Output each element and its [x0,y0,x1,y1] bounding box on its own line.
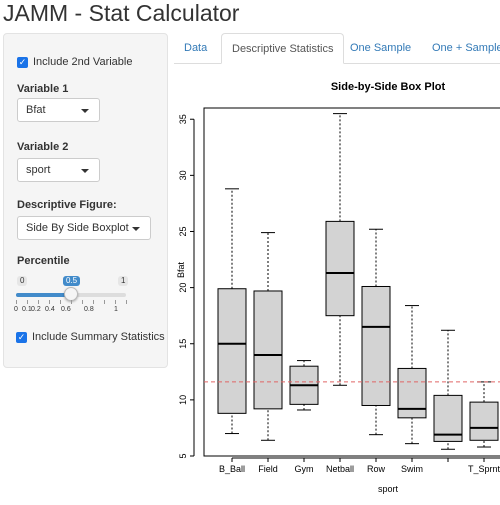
box [253,290,283,410]
percentile-slider-fill [16,293,71,297]
plot-frame [203,107,500,457]
chevron-down-icon [81,169,89,173]
sidebar-panel: ✓ Include 2nd Variable Variable 1 Bfat V… [3,33,168,368]
slider-tick [38,300,39,304]
slider-grid-label: 0.1 [22,306,32,313]
y-tick-label: 20 [178,283,188,293]
slider-tick [93,300,94,304]
slider-tick [27,300,28,304]
variable1-value: Bfat [26,104,46,116]
tab-bar: Data Descriptive Statistics One Sample O… [174,33,500,64]
variable2-label: Variable 2 [17,141,69,153]
tab-descriptive-statistics[interactable]: Descriptive Statistics [221,33,345,64]
figure-select[interactable]: Side By Side Boxplot [17,216,151,240]
include-second-variable-checkbox[interactable]: ✓ Include 2nd Variable [17,56,132,68]
slider-tick [71,300,72,304]
plot-area: 5 10 15 20 25 30 35 B_Ball Field Gym Netball Row Swi… [178,107,500,474]
chart-title: Side-by-Side Box Plot [331,81,446,93]
box [217,288,247,414]
slider-tick [115,300,116,304]
slider-tick [49,300,50,304]
box [361,285,391,406]
app-title: JAMM - Stat Calculator [3,0,240,26]
x-tick-label: Swim [401,464,423,474]
y-tick-label: 30 [178,170,188,180]
box [325,220,355,317]
slider-max-label: 1 [118,276,129,286]
slider-tick [104,300,105,304]
y-tick-label: 35 [178,114,188,124]
x-tick-label: Netball [326,464,354,474]
slider-ticks [16,300,127,305]
include-summary-label: Include Summary Statistics [32,331,165,343]
chevron-down-icon [81,109,89,113]
slider-min-label: 0 [17,276,28,286]
box [469,401,499,441]
y-axis-label: Bfat [176,261,186,278]
x-tick-label: B_Ball [219,464,245,474]
slider-grid-label: 0.6 [61,306,71,313]
include-summary-checkbox[interactable]: ✓ Include Summary Statistics [16,331,165,343]
tab-data[interactable]: Data [184,42,208,54]
x-tick-label: Row [367,464,386,474]
y-tick-label: 5 [178,453,188,458]
box [397,367,427,419]
checkmark-icon: ✓ [17,56,28,68]
slider-tick [126,300,127,304]
include-second-variable-label: Include 2nd Variable [33,56,133,68]
slider-grid-label: 0.4 [45,306,55,313]
x-tick-label: Gym [295,464,314,474]
chevron-down-icon [132,227,140,231]
slider-tick [82,300,83,304]
slider-grid-label: 0.2 [31,306,41,313]
y-tick-label: 10 [178,395,188,405]
checkmark-icon: ✓ [16,331,27,343]
variable2-value: sport [26,164,51,176]
figure-label: Descriptive Figure: [17,199,117,211]
slider-grid-label: 1 [114,306,118,313]
x-tick-label: Field [258,464,278,474]
y-tick-label: 15 [178,339,188,349]
x-tick-label: T_Sprnt [468,464,500,474]
variable1-select[interactable]: Bfat [17,98,100,122]
x-axis-label: sport [378,484,399,494]
slider-grid-label: 0.8 [84,306,94,313]
tab-one-plus-sample[interactable]: One + Sample [432,42,500,54]
percentile-slider-handle[interactable] [64,287,78,301]
boxplot-chart: Side-by-Side Box Plot sport Bfat 5 10 15 20… [176,81,500,494]
slider-value-label: 0.5 [63,276,81,286]
percentile-label: Percentile [17,255,70,267]
slider-tick [16,300,17,304]
variable1-label: Variable 1 [17,83,69,95]
variable2-select[interactable]: sport [17,158,100,182]
y-tick-label: 25 [178,226,188,236]
boxplot-figure: Side-by-Side Box Plot sport Bfat 5 10 15 20… [174,64,500,500]
tab-one-sample[interactable]: One Sample [350,42,412,54]
slider-tick [60,300,61,304]
figure-value: Side By Side Boxplot [26,222,129,234]
slider-grid-label: 0 [14,306,18,313]
